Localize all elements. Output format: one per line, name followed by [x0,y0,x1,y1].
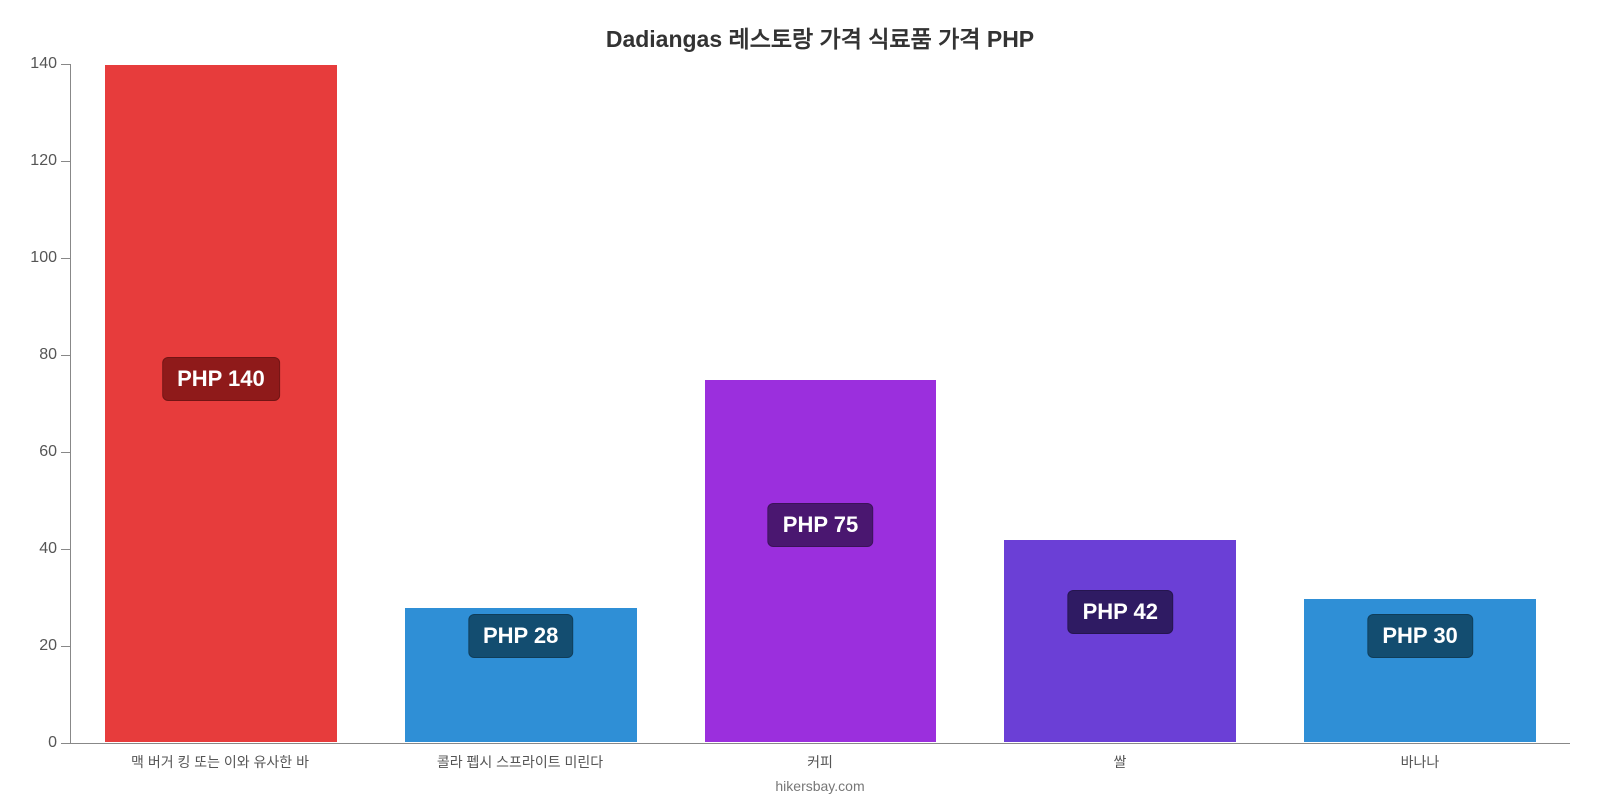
chart-container: Dadiangas 레스토랑 가격 식료품 가격 PHP PHP 140PHP … [0,0,1600,800]
chart-title: Dadiangas 레스토랑 가격 식료품 가격 PHP [70,20,1570,54]
x-axis-label: 맥 버거 킹 또는 이와 유사한 바 [70,752,370,772]
bar [104,64,338,743]
plot-area: PHP 140PHP 28PHP 75PHP 42PHP 30 02040608… [70,64,1570,744]
footer-credit: hikersbay.com [70,778,1570,794]
bar [1003,539,1237,743]
y-tick-label: 20 [39,637,71,655]
x-axis-labels: 맥 버거 킹 또는 이와 유사한 바콜라 펩시 스프라이트 미린다커피쌀바나나 [70,752,1570,772]
y-tick-label: 80 [39,346,71,364]
y-tick-label: 140 [30,55,71,73]
x-axis-label: 쌀 [970,752,1270,772]
x-axis-label: 커피 [670,752,970,772]
y-tick-label: 60 [39,443,71,461]
bars-row: PHP 140PHP 28PHP 75PHP 42PHP 30 [71,64,1570,743]
bar-slot: PHP 75 [671,64,971,743]
x-axis-label: 콜라 펩시 스프라이트 미린다 [370,752,670,772]
bar-slot: PHP 30 [1270,64,1570,743]
y-tick-label: 120 [30,152,71,170]
bar-slot: PHP 140 [71,64,371,743]
y-tick-label: 100 [30,249,71,267]
y-tick-label: 0 [48,734,71,752]
bar [704,379,938,743]
y-tick-label: 40 [39,540,71,558]
bar-slot: PHP 42 [970,64,1270,743]
x-axis-label: 바나나 [1270,752,1570,772]
bar-slot: PHP 28 [371,64,671,743]
bar [404,607,638,743]
bar [1303,598,1537,744]
